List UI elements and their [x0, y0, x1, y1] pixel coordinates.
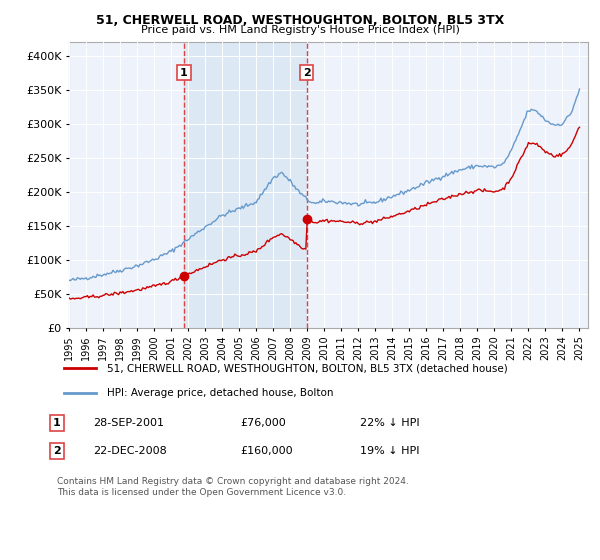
Text: 51, CHERWELL ROAD, WESTHOUGHTON, BOLTON, BL5 3TX (detached house): 51, CHERWELL ROAD, WESTHOUGHTON, BOLTON,… [107, 363, 508, 374]
Text: 22% ↓ HPI: 22% ↓ HPI [360, 418, 419, 428]
Text: HPI: Average price, detached house, Bolton: HPI: Average price, detached house, Bolt… [107, 388, 333, 398]
Text: 1: 1 [53, 418, 61, 428]
Text: 22-DEC-2008: 22-DEC-2008 [93, 446, 167, 456]
Text: Price paid vs. HM Land Registry's House Price Index (HPI): Price paid vs. HM Land Registry's House … [140, 25, 460, 35]
Text: 2: 2 [53, 446, 61, 456]
Text: £76,000: £76,000 [240, 418, 286, 428]
Text: 2: 2 [303, 68, 311, 78]
Text: 28-SEP-2001: 28-SEP-2001 [93, 418, 164, 428]
Text: 1: 1 [180, 68, 188, 78]
Text: 51, CHERWELL ROAD, WESTHOUGHTON, BOLTON, BL5 3TX: 51, CHERWELL ROAD, WESTHOUGHTON, BOLTON,… [96, 14, 504, 27]
Bar [184, 42, 307, 328]
Text: Contains HM Land Registry data © Crown copyright and database right 2024.
This d: Contains HM Land Registry data © Crown c… [57, 478, 409, 497]
Text: £160,000: £160,000 [240, 446, 293, 456]
Text: 19% ↓ HPI: 19% ↓ HPI [360, 446, 419, 456]
